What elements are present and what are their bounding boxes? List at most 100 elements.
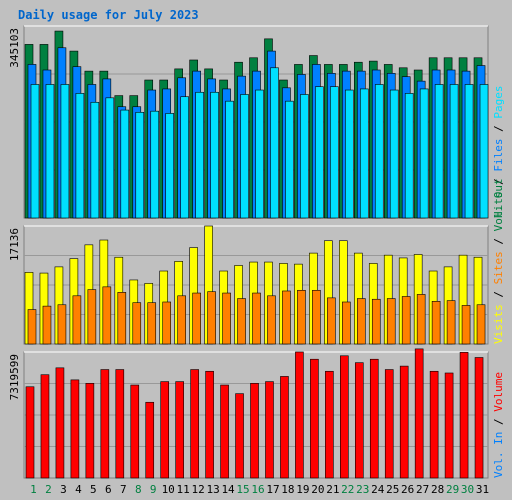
bar-sites-day-20	[312, 289, 321, 345]
day-label-26: 26	[401, 483, 414, 496]
bar-sites-day-22	[342, 301, 351, 345]
day-label-30: 30	[461, 483, 474, 496]
bar-sites-day-18	[282, 290, 291, 345]
day-label-20: 20	[311, 483, 324, 496]
bar-pages-day-11	[180, 96, 189, 219]
legend-item-volume: Volume	[492, 372, 505, 412]
bar-volume-day-30	[459, 352, 469, 479]
legend-item-pages: Pages	[492, 86, 505, 119]
bar-sites-day-1	[27, 309, 37, 345]
bar-sites-day-5	[87, 289, 97, 345]
bar-volume-day-22	[340, 355, 349, 479]
day-label-7: 7	[120, 483, 127, 496]
bar-sites-day-13	[207, 291, 216, 345]
bar-volume-day-21	[325, 370, 334, 479]
bar-sites-day-12	[192, 292, 201, 345]
day-label-9: 9	[150, 483, 157, 496]
bar-sites-day-19	[297, 289, 306, 345]
bar-sites-day-16	[252, 292, 261, 345]
bar-volume-day-3	[55, 367, 65, 479]
bar-pages-day-4	[75, 93, 85, 219]
bar-volume-day-11	[175, 381, 184, 479]
bar-volume-day-29	[444, 372, 454, 479]
bar-pages-day-9	[150, 110, 160, 219]
bar-pages-day-14	[225, 100, 234, 219]
day-label-3: 3	[60, 483, 67, 496]
day-label-22: 22	[341, 483, 354, 496]
day-label-5: 5	[90, 483, 97, 496]
legend-separator: /	[492, 412, 505, 432]
chart-title: Daily usage for July 2023	[18, 8, 199, 22]
day-label-21: 21	[326, 483, 339, 496]
day-label-17: 17	[266, 483, 279, 496]
bar-pages-day-12	[195, 91, 204, 219]
bar-volume-day-10	[160, 381, 170, 479]
bar-pages-day-21	[330, 86, 339, 219]
bar-pages-day-26	[404, 93, 414, 219]
bar-sites-day-2	[42, 305, 52, 345]
day-label-23: 23	[356, 483, 369, 496]
bar-sites-day-27	[416, 294, 426, 345]
day-label-28: 28	[431, 483, 444, 496]
bar-pages-day-29	[449, 84, 459, 219]
bar-pages-day-1	[30, 84, 40, 219]
bar-pages-day-31	[479, 84, 489, 219]
day-label-24: 24	[371, 483, 385, 496]
legend-top: Hits / Files / Pages	[492, 86, 505, 219]
day-label-1: 1	[30, 483, 37, 496]
bar-volume-day-14	[220, 384, 229, 479]
bar-volume-day-7	[115, 369, 125, 479]
legend-item-visits: Visits	[492, 304, 505, 344]
bar-pages-day-13	[210, 91, 219, 219]
day-label-10: 10	[162, 483, 175, 496]
day-label-18: 18	[281, 483, 294, 496]
panel-bottom-ymax-label: 7319599	[8, 354, 21, 400]
bar-sites-day-28	[431, 301, 441, 345]
bar-volume-day-13	[205, 370, 214, 479]
bar-sites-day-23	[356, 298, 366, 345]
legend-item-vol-in: Vol. In	[492, 432, 505, 478]
legend-separator: /	[492, 231, 505, 251]
bar-sites-day-26	[401, 296, 411, 345]
bar-pages-day-24	[374, 84, 384, 219]
bar-volume-day-2	[40, 374, 50, 479]
day-label-12: 12	[192, 483, 205, 496]
legend-bottom: Vol. In / Volume	[492, 372, 505, 478]
bar-pages-day-19	[300, 94, 309, 219]
bar-pages-day-15	[240, 94, 249, 219]
bar-sites-day-10	[162, 301, 172, 345]
legend-separator: /	[492, 172, 505, 192]
day-label-6: 6	[105, 483, 112, 496]
bar-pages-day-18	[285, 100, 294, 219]
bar-sites-day-24	[371, 298, 381, 345]
bar-volume-day-19	[295, 351, 304, 479]
day-label-15: 15	[236, 483, 249, 496]
bar-pages-day-7	[120, 109, 130, 219]
bar-sites-day-31	[476, 304, 486, 345]
bar-volume-day-8	[130, 384, 140, 479]
bar-sites-day-11	[177, 295, 186, 345]
bar-pages-day-16	[255, 89, 264, 219]
day-label-8: 8	[135, 483, 142, 496]
bar-volume-day-23	[354, 362, 364, 479]
bar-pages-day-23	[359, 88, 369, 219]
legend-item-sites: Sites	[492, 251, 505, 284]
legend-middle: Visits / Sites / Vol. Out	[492, 178, 505, 344]
bar-pages-day-30	[464, 84, 474, 219]
bar-sites-day-6	[102, 286, 112, 345]
day-label-25: 25	[386, 483, 399, 496]
bar-volume-day-27	[414, 348, 424, 479]
bar-volume-day-1	[25, 386, 35, 479]
bar-volume-day-20	[310, 358, 319, 479]
bar-sites-day-17	[267, 295, 276, 345]
day-label-29: 29	[446, 483, 459, 496]
bar-pages-day-5	[90, 101, 100, 219]
bar-volume-day-4	[70, 379, 80, 479]
bar-sites-day-25	[386, 298, 396, 345]
bar-pages-day-2	[45, 84, 55, 219]
legend-separator: /	[492, 119, 505, 139]
bar-sites-day-29	[446, 300, 456, 345]
bar-sites-day-9	[147, 302, 157, 345]
legend-item-hits: Hits	[492, 192, 505, 219]
